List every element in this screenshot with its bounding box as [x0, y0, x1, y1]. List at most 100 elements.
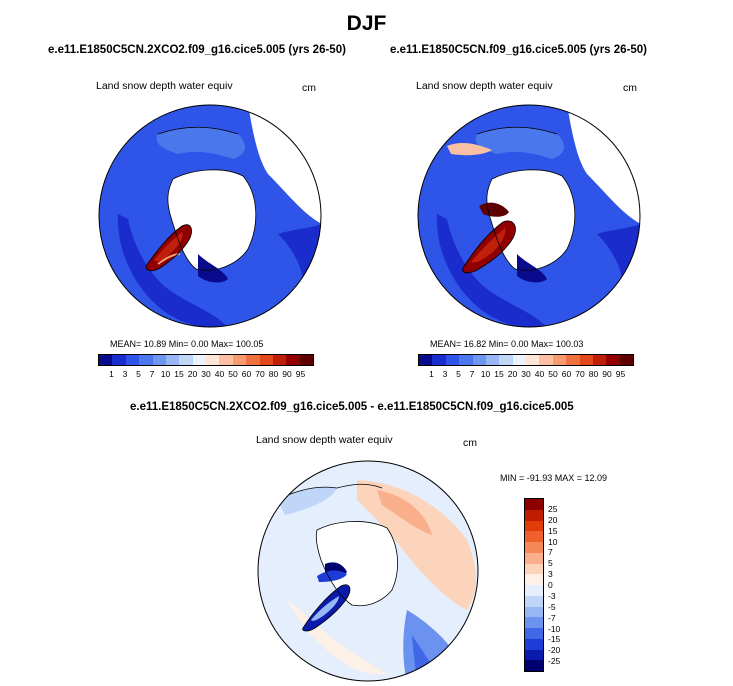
colorbar-segment: [232, 355, 247, 365]
colorbar-tick-label: -20: [548, 645, 561, 656]
colorbar-segment: [525, 606, 543, 618]
colorbar-tick-label: 3: [122, 369, 128, 379]
panel-2-colorbar-labels: 1 3 5 7 10 15 20 30 40 50 60 70 80 90 95: [418, 369, 634, 381]
colorbar-tick-label: 5: [456, 369, 461, 379]
colorbar-segment: [525, 628, 543, 639]
panel-2-field-label: Land snow depth water equiv: [416, 80, 553, 92]
colorbar-segment: [299, 355, 313, 365]
colorbar-segment: [525, 660, 543, 671]
panel-3-unit-label: cm: [463, 437, 477, 449]
colorbar-tick-label: 50: [548, 369, 558, 379]
colorbar-segment: [499, 355, 513, 365]
colorbar-segment: [139, 355, 153, 365]
panel-3-polar-map: [257, 460, 479, 682]
panel-1-snow-alaska: [198, 254, 228, 283]
colorbar-segment: [112, 355, 126, 365]
panel-2-snow-alaska: [517, 254, 547, 283]
colorbar-segment: [206, 355, 220, 365]
panel-2-snow-highlands: [447, 143, 492, 156]
colorbar-segment: [459, 355, 473, 365]
colorbar-tick-label: 3: [548, 569, 553, 580]
panel-1-snow-siberia: [117, 214, 228, 327]
colorbar-tick-label: 30: [521, 369, 531, 379]
panel-2-snow-siberia: [436, 214, 547, 327]
panel-3-title: e.e11.E1850C5CN.2XCO2.f09_g16.cice5.005 …: [130, 401, 574, 413]
colorbar-segment: [579, 355, 593, 365]
colorbar-tick-label: 10: [160, 369, 171, 379]
colorbar-segment: [525, 563, 543, 575]
colorbar-tick-label: 20: [187, 369, 198, 379]
colorbar-tick-label: 0: [548, 580, 553, 590]
colorbar-segment: [125, 355, 140, 365]
panel-3-colorbar-labels: 25 20 15 10 7 5 3 0 -3 -5 -7 -10 -15 -20 -25: [548, 498, 578, 672]
colorbar-tick-label: 50: [228, 369, 238, 379]
colorbar-segment: [525, 531, 543, 542]
panel-1-unit-label: cm: [302, 82, 316, 94]
panel-3-positive-core: [377, 490, 432, 535]
colorbar-tick-label: 60: [561, 369, 572, 379]
colorbar-segment: [419, 355, 433, 365]
panel-1-title: e.e11.E1850C5CN.2XCO2.f09_g16.cice5.005 …: [48, 44, 346, 56]
colorbar-tick-label: 95: [615, 369, 626, 379]
colorbar-segment: [606, 355, 620, 365]
colorbar-tick-label: 40: [214, 369, 225, 379]
colorbar-segment: [525, 649, 543, 661]
colorbar-segment: [525, 638, 543, 650]
colorbar-segment: [472, 355, 486, 365]
colorbar-segment: [445, 355, 460, 365]
colorbar-tick-label: 5: [548, 558, 553, 569]
colorbar-tick-label: 90: [282, 369, 292, 379]
colorbar-segment: [192, 355, 206, 365]
colorbar-segment: [525, 509, 543, 521]
colorbar-tick-label: 15: [174, 369, 184, 379]
colorbar-tick-label: 7: [548, 547, 553, 558]
panel-2-coastline: [486, 169, 576, 271]
colorbar-segment: [512, 355, 526, 365]
colorbar-tick-label: -15: [548, 634, 561, 645]
panel-2-title: e.e11.E1850C5CN.f09_g16.cice5.005 (yrs 2…: [390, 44, 648, 56]
colorbar-tick-label: 5: [136, 369, 141, 379]
colorbar-segment: [152, 355, 166, 365]
colorbar-segment: [525, 585, 543, 596]
colorbar-segment: [485, 355, 500, 365]
panel-3-field-label: Land snow depth water equiv: [256, 434, 393, 446]
panel-3-positive-eurasia: [357, 480, 476, 610]
colorbar-tick-label: 1: [429, 369, 434, 379]
colorbar-tick-label: 70: [255, 369, 265, 379]
colorbar-segment: [592, 355, 607, 365]
colorbar-tick-label: 40: [534, 369, 545, 379]
colorbar-segment: [525, 542, 543, 553]
colorbar-tick-label: 30: [201, 369, 211, 379]
panel-2-stats: MEAN= 16.82 Min= 0.00 Max= 100.03: [430, 339, 584, 349]
panel-1-coastline: [167, 169, 257, 271]
colorbar-segment: [179, 355, 193, 365]
colorbar-tick-label: -25: [548, 656, 561, 667]
panel-2-snow-archipelago: [479, 202, 509, 217]
colorbar-segment: [165, 355, 180, 365]
panel-2-unit-label: cm: [623, 82, 637, 94]
colorbar-segment: [286, 355, 300, 365]
panel-1-stats: MEAN= 10.89 Min= 0.00 Max= 100.05: [110, 339, 264, 349]
panel-2-snow-canada: [475, 127, 564, 159]
colorbar-segment: [99, 355, 113, 365]
panel-3-arctic-ocean: [316, 521, 398, 606]
colorbar-tick-label: 25: [548, 503, 558, 514]
colorbar-segment: [525, 617, 543, 628]
colorbar-segment: [526, 355, 540, 365]
panel-2-colorbar: [418, 354, 634, 366]
colorbar-segment: [259, 355, 273, 365]
colorbar-segment: [272, 355, 287, 365]
colorbar-tick-label: 15: [548, 525, 558, 536]
colorbar-segment: [566, 355, 580, 365]
panel-1-field-label: Land snow depth water equiv: [96, 80, 233, 92]
panel-1-polar-map: [98, 104, 322, 328]
colorbar-tick-label: 20: [548, 514, 558, 525]
page-title: DJF: [346, 12, 387, 35]
colorbar-tick-label: 70: [575, 369, 585, 379]
panel-3-stats: MIN = -91.93 MAX = 12.09: [500, 473, 608, 483]
panel-1-colorbar: [98, 354, 314, 366]
colorbar-tick-label: 60: [241, 369, 252, 379]
colorbar-tick-label: -10: [548, 623, 561, 634]
colorbar-segment: [432, 355, 446, 365]
colorbar-segment: [539, 355, 553, 365]
